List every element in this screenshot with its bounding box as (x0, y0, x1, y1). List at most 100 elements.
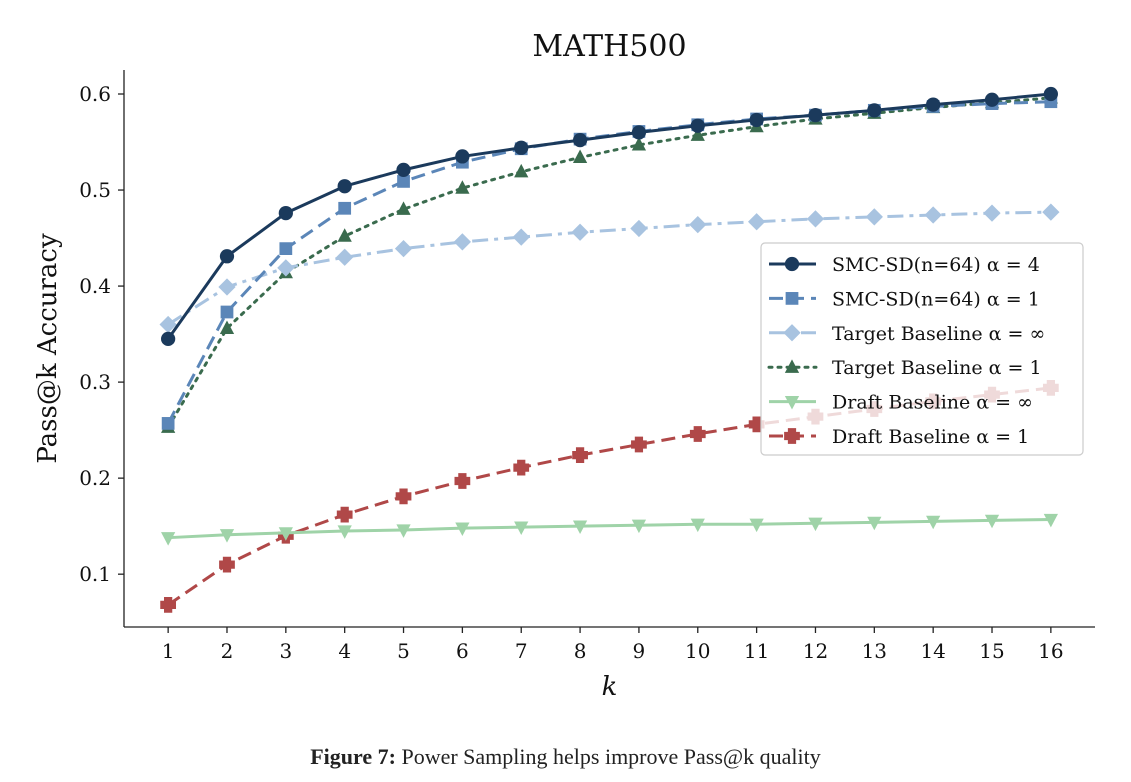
x-tick-label: 14 (920, 639, 945, 663)
data-point (1043, 86, 1058, 102)
x-tick-label: 7 (515, 639, 528, 663)
series-line (166, 92, 1052, 340)
legend: SMC-SD(n=64) α = 4 SMC-SD(n=64) α = 1 Targ… (760, 242, 1084, 456)
data-point (337, 525, 352, 539)
data-point (571, 223, 589, 241)
data-point (926, 515, 941, 530)
data-point (220, 305, 234, 319)
data-point (512, 228, 530, 246)
data-point (867, 103, 882, 118)
legend-label: SMC-SD(n=64) α = 4 (832, 254, 1040, 276)
y-tick-label: 0.3 (79, 370, 111, 394)
legend-marker (784, 395, 800, 410)
series-1 (161, 86, 1058, 347)
data-point (161, 417, 175, 430)
figure-caption: Figure 7: Power Sampling helps improve P… (0, 744, 1131, 770)
data-point (219, 529, 235, 543)
data-point (806, 210, 825, 228)
legend-label: Draft Baseline α = 1 (832, 426, 1029, 448)
data-point (397, 175, 410, 188)
data-point (337, 228, 352, 242)
x-tick-label: 13 (862, 639, 887, 663)
data-point (808, 108, 823, 123)
data-point (219, 556, 235, 573)
data-point (278, 527, 293, 541)
series-line (168, 517, 1051, 540)
x-axis-label: k (602, 672, 618, 702)
data-point (865, 208, 883, 226)
data-point (455, 180, 470, 194)
x-tick-label: 11 (744, 639, 769, 663)
data-point (924, 206, 942, 224)
data-point (396, 201, 411, 215)
data-point (572, 132, 588, 148)
x-tick-label: 4 (338, 639, 351, 663)
legend-label: Target Baseline α = 1 (832, 357, 1042, 379)
caption-text: Power Sampling helps improve Pass@k qual… (401, 744, 821, 769)
data-point (631, 125, 647, 140)
x-tick-label: 15 (979, 639, 1004, 663)
data-point (983, 204, 1001, 222)
data-point (455, 149, 470, 164)
data-point (984, 92, 1000, 107)
data-point (454, 473, 471, 489)
data-point (749, 518, 764, 533)
data-point (219, 249, 235, 264)
caption-label: Figure 7: (310, 744, 396, 769)
legend-label: Target Baseline α = ∞ (832, 323, 1045, 345)
data-point (337, 179, 352, 194)
data-point (338, 201, 352, 215)
data-point (690, 127, 705, 141)
data-point (395, 488, 412, 505)
data-point (159, 315, 177, 334)
x-tick-label: 12 (803, 639, 828, 663)
data-point (572, 520, 588, 535)
chart-title: MATH500 (532, 29, 686, 64)
data-point (277, 259, 295, 277)
data-point (690, 518, 705, 533)
data-point (514, 140, 529, 155)
data-point (1042, 203, 1060, 221)
legend-marker (784, 256, 800, 272)
data-point (336, 248, 354, 266)
data-point (631, 436, 647, 453)
data-point (161, 331, 176, 347)
data-point (513, 459, 530, 476)
data-point (926, 97, 941, 112)
x-tick-label: 8 (574, 639, 587, 663)
y-tick-label: 0.1 (79, 562, 111, 586)
data-point (394, 239, 413, 258)
series-5 (161, 513, 1058, 546)
data-point (218, 278, 236, 296)
data-point (572, 149, 588, 164)
x-tick-label: 3 (279, 639, 292, 663)
y-tick-label: 0.2 (79, 466, 111, 490)
legend-label: Draft Baseline α = ∞ (832, 392, 1033, 414)
data-point (514, 521, 529, 535)
x-tick-label: 2 (221, 639, 234, 663)
data-point (455, 522, 470, 536)
x-tick-label: 16 (1038, 639, 1063, 663)
legend-marker (784, 359, 800, 373)
series-3 (159, 203, 1060, 334)
data-point (160, 597, 177, 613)
data-point (689, 215, 707, 234)
data-point (749, 112, 764, 128)
x-tick-label: 5 (397, 639, 410, 663)
data-point (336, 506, 353, 523)
x-tick-label: 9 (633, 639, 646, 663)
y-tick-label: 0.5 (79, 178, 111, 202)
data-point (572, 447, 588, 463)
y-axis-label: Pass@k Accuracy (33, 233, 63, 464)
data-point (396, 162, 411, 178)
data-point (690, 118, 705, 133)
data-point (630, 219, 648, 238)
data-point (514, 163, 529, 178)
data-point (453, 233, 472, 251)
x-tick-label: 6 (456, 639, 469, 663)
data-point (278, 205, 293, 221)
data-point (279, 242, 293, 255)
series-line (166, 96, 1053, 429)
legend-marker (784, 428, 800, 444)
